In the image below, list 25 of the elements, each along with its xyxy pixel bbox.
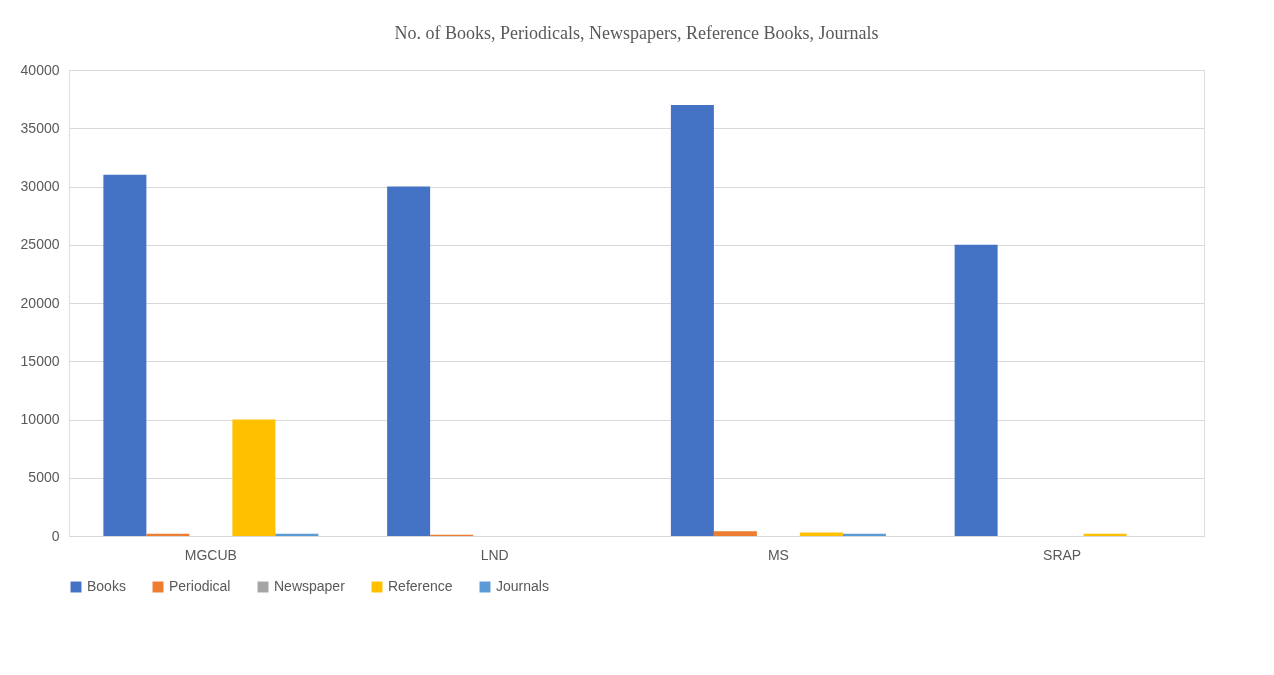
legend-label: Reference [388, 578, 453, 594]
x-tick-label: MS [767, 546, 789, 563]
y-tick-label: 10000 [20, 411, 60, 427]
x-tick-label: LND [480, 546, 509, 563]
legend-label: Books [87, 578, 126, 594]
chart-title: No. of Books, Periodicals, Newspapers, Reference Books, Journals [394, 23, 879, 43]
y-tick-label: 40000 [20, 61, 60, 78]
bar [670, 104, 714, 536]
bar [232, 419, 276, 536]
legend-label: Journals [496, 578, 549, 594]
x-tick-label: SRAP [1043, 546, 1082, 563]
bar [713, 531, 757, 536]
bar [103, 174, 147, 536]
y-tick-label: 0 [51, 527, 60, 544]
y-tick-label: 30000 [20, 178, 60, 194]
x-tick-label: MGCUB [184, 546, 237, 563]
y-tick-label: 20000 [20, 294, 60, 311]
bar [954, 244, 998, 536]
y-tick-label: 25000 [20, 236, 60, 253]
y-tick-label: 5000 [28, 469, 60, 486]
legend-label: Newspaper [274, 578, 346, 594]
legend-label: Periodical [169, 578, 231, 594]
bar [387, 186, 431, 536]
y-tick-label: 15000 [20, 352, 60, 369]
y-tick-label: 35000 [20, 119, 60, 136]
